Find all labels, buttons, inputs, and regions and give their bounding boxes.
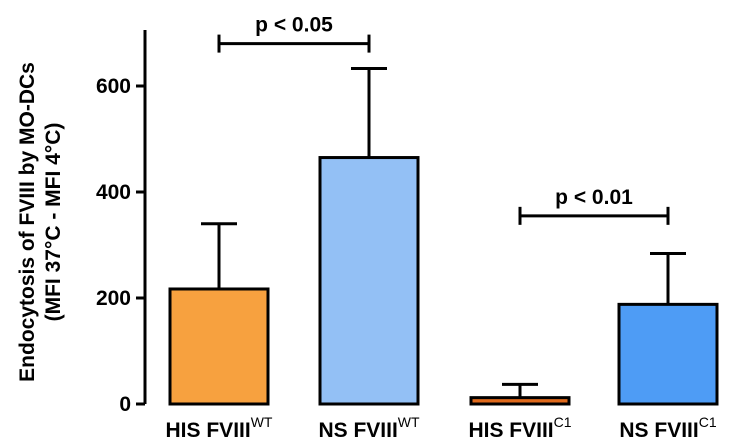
y-axis: 0 200 400 600	[96, 30, 147, 416]
x-tick-label: NS FVIIIWT	[318, 414, 420, 442]
y-tick-label: 0	[119, 393, 131, 416]
y-tick-label: 600	[96, 75, 131, 98]
bar	[168, 287, 270, 406]
bar	[469, 396, 571, 406]
y-axis-title-line-1: Endocytosis of FVIII by MO-DCs	[16, 62, 39, 382]
y-tick-label: 400	[96, 181, 131, 204]
bar	[318, 156, 420, 406]
bars	[168, 67, 719, 406]
x-tick-label: NS FVIIIC1	[619, 414, 716, 442]
y-axis-title: Endocytosis of FVIII by MO-DCs (MFI 37°C…	[16, 62, 65, 382]
y-tick-label: 200	[96, 287, 131, 310]
bar	[617, 302, 719, 406]
y-axis-title-line-2: (MFI 37°C - MFI 4°C)	[42, 123, 65, 322]
significance-label: p < 0.01	[555, 186, 633, 209]
x-tick-label: HIS FVIIIC1	[468, 414, 571, 442]
significance-label: p < 0.05	[255, 14, 333, 37]
x-tick-label: HIS FVIIIWT	[166, 414, 273, 442]
significance-brackets: p < 0.05 p < 0.01	[217, 14, 670, 225]
x-axis-labels: HIS FVIIIWT NS FVIIIWT HIS FVIIIC1 NS FVIII…	[166, 414, 717, 442]
